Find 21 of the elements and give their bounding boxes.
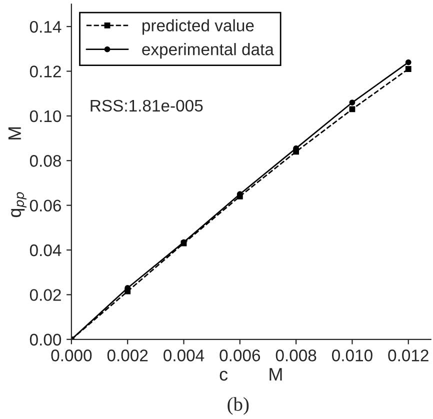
x-tick-label: 0.008 <box>276 350 316 362</box>
x-tick-label: 0.010 <box>332 350 372 362</box>
x-tick-label: 0.000 <box>51 350 92 362</box>
y-tick-label: 0.04 <box>30 244 62 256</box>
x-axis-title: c M <box>220 368 282 381</box>
text: q$_{pp}$ M <box>8 127 26 218</box>
y-tick-label: 0.02 <box>30 289 61 301</box>
y-tick-label: 0.10 <box>30 110 62 122</box>
legend-label: experimental data <box>142 43 274 59</box>
annotation: RSS:1.81e-005 <box>90 100 203 112</box>
text: (b) <box>228 397 249 415</box>
y-tick-label: 0.08 <box>30 155 61 167</box>
y-tick-label: 0.00 <box>30 334 62 346</box>
y-tick-label: 0.06 <box>30 200 61 212</box>
x-tick-label: 0.012 <box>388 350 428 362</box>
x-tick-label: 0.004 <box>164 350 204 362</box>
y-tick-label: 0.14 <box>30 20 62 33</box>
x-tick-label: 0.002 <box>107 350 148 362</box>
x-tick-label: 0.006 <box>220 350 260 362</box>
y-tick-label: 0.12 <box>30 66 61 78</box>
legend-label: predicted value <box>142 19 254 35</box>
